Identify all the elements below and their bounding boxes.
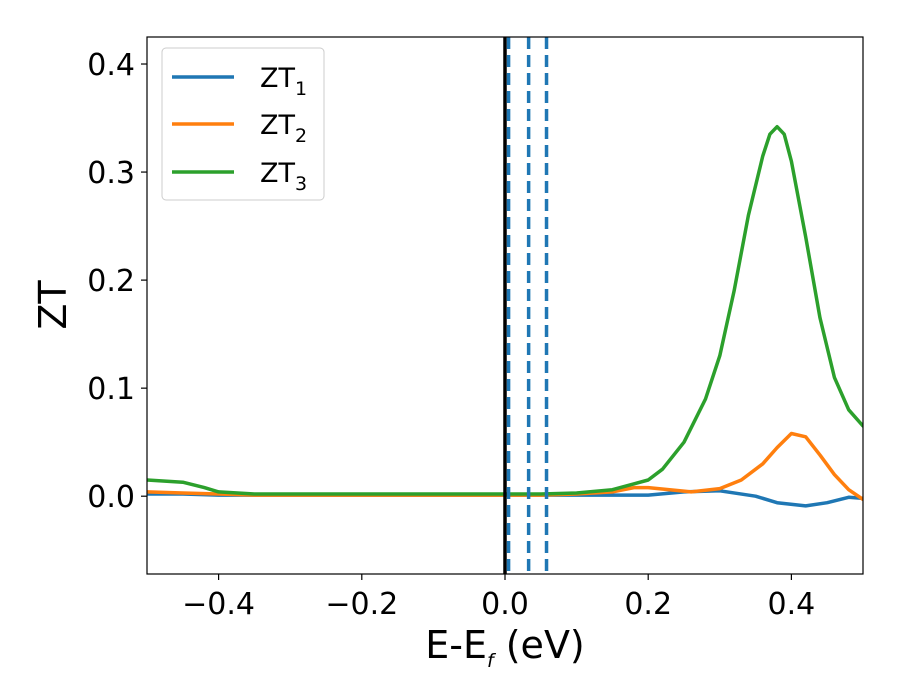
plot-clip-group <box>147 37 863 574</box>
legend-label-zt2: ZT2 <box>260 110 307 147</box>
legend-label-zt1: ZT1 <box>260 63 307 100</box>
x-tick-label: −0.4 <box>182 587 255 622</box>
x-tick-label: 0.2 <box>624 587 672 622</box>
x-tick-label: 0.4 <box>768 587 816 622</box>
y-tick-label: 0.0 <box>87 480 135 515</box>
x-tick-label: −0.2 <box>325 587 398 622</box>
legend-label-zt3: ZT3 <box>260 158 307 195</box>
y-axis-title: ZT <box>31 280 75 330</box>
y-tick-label: 0.4 <box>87 48 135 83</box>
series-line-zt3 <box>147 124 863 496</box>
y-tick-label: 0.1 <box>87 372 135 407</box>
legend: ZT1 ZT2 ZT3 <box>161 47 325 201</box>
x-axis-title: E-Ef (eV) <box>425 623 585 672</box>
y-tick-label: 0.2 <box>87 264 135 299</box>
y-tick-label: 0.3 <box>87 156 135 191</box>
axes: −0.4 −0.2 0.0 0.2 0.4 0.0 0.1 0.2 0.3 0.4 <box>87 36 864 622</box>
x-tick-label: 0.0 <box>481 587 529 622</box>
legend-box <box>161 47 325 201</box>
plot-area <box>147 37 863 574</box>
